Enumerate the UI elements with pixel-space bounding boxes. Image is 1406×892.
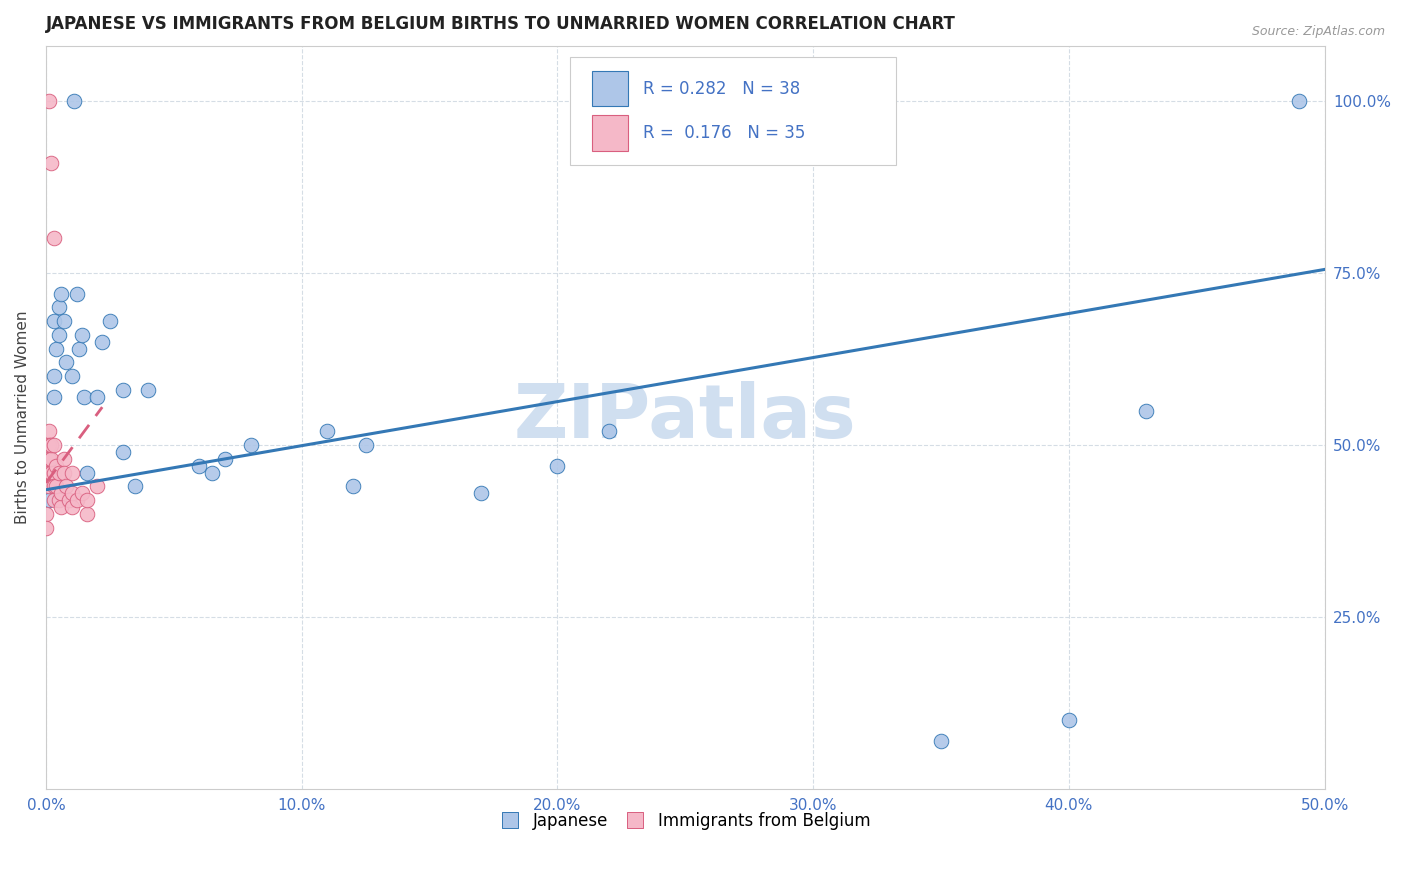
Point — [42, 479, 65, 493]
Point — [188, 458, 211, 473]
Point — [60, 466, 83, 480]
Point — [60, 500, 83, 514]
Point — [51, 286, 73, 301]
Point — [45, 342, 67, 356]
Point — [39, 466, 62, 480]
Point — [39, 155, 62, 169]
Text: R =  0.176   N = 35: R = 0.176 N = 35 — [643, 124, 806, 142]
Point — [929, 734, 952, 748]
Point — [342, 479, 364, 493]
Point — [45, 479, 67, 493]
Point — [42, 466, 65, 480]
Point — [111, 383, 134, 397]
Point — [70, 327, 93, 342]
Bar — [592, 70, 627, 106]
Legend: Japanese, Immigrants from Belgium: Japanese, Immigrants from Belgium — [494, 805, 877, 837]
Point — [73, 390, 96, 404]
Point — [48, 300, 70, 314]
Point — [38, 94, 60, 108]
Point — [38, 493, 60, 508]
Point — [42, 369, 65, 384]
Point — [38, 438, 60, 452]
Bar — [592, 115, 627, 151]
Text: JAPANESE VS IMMIGRANTS FROM BELGIUM BIRTHS TO UNMARRIED WOMEN CORRELATION CHART: JAPANESE VS IMMIGRANTS FROM BELGIUM BIRT… — [46, 15, 956, 33]
Point — [98, 314, 121, 328]
Point — [66, 493, 89, 508]
Point — [39, 451, 62, 466]
Point — [354, 438, 377, 452]
Point — [76, 493, 98, 508]
Point — [38, 479, 60, 493]
Point — [55, 479, 77, 493]
Point — [546, 458, 568, 473]
Point — [48, 327, 70, 342]
Text: ZIPatlas: ZIPatlas — [515, 381, 856, 454]
Point — [124, 479, 146, 493]
Point — [76, 466, 98, 480]
Point — [91, 334, 114, 349]
Point — [38, 466, 60, 480]
Point — [63, 94, 86, 108]
Point — [52, 451, 75, 466]
Point — [42, 314, 65, 328]
Point — [67, 342, 90, 356]
Point — [60, 486, 83, 500]
Point — [58, 493, 80, 508]
Point — [38, 424, 60, 438]
Point — [48, 466, 70, 480]
Point — [66, 286, 89, 301]
Y-axis label: Births to Unmarried Women: Births to Unmarried Women — [15, 310, 30, 524]
Point — [51, 500, 73, 514]
Point — [1288, 94, 1310, 108]
Text: R = 0.282   N = 38: R = 0.282 N = 38 — [643, 79, 800, 97]
Point — [70, 486, 93, 500]
Point — [598, 424, 620, 438]
Text: Source: ZipAtlas.com: Source: ZipAtlas.com — [1251, 25, 1385, 38]
Point — [470, 486, 492, 500]
Point — [76, 507, 98, 521]
Point — [52, 466, 75, 480]
FancyBboxPatch shape — [571, 57, 896, 165]
Point — [39, 438, 62, 452]
Point — [1135, 403, 1157, 417]
Point — [38, 451, 60, 466]
Point — [60, 369, 83, 384]
Point — [45, 458, 67, 473]
Point — [201, 466, 224, 480]
Point — [1057, 714, 1080, 728]
Point — [42, 390, 65, 404]
Point — [86, 479, 108, 493]
Point — [48, 493, 70, 508]
Point — [214, 451, 236, 466]
Point — [51, 486, 73, 500]
Point — [35, 507, 58, 521]
Point — [239, 438, 262, 452]
Point — [35, 520, 58, 534]
Point — [136, 383, 159, 397]
Point — [52, 314, 75, 328]
Point — [316, 424, 339, 438]
Point — [86, 390, 108, 404]
Point — [55, 355, 77, 369]
Point — [42, 438, 65, 452]
Point — [42, 493, 65, 508]
Point — [111, 445, 134, 459]
Point — [42, 231, 65, 245]
